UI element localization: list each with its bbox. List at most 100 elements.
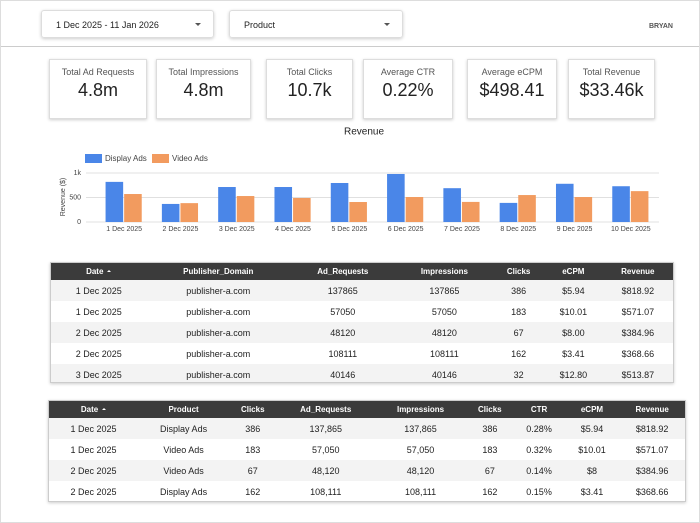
- table-cell: 386: [229, 418, 277, 439]
- table-cell: 386: [493, 280, 545, 301]
- column-header: CTR: [513, 401, 565, 418]
- legend-label: Video Ads: [172, 154, 208, 163]
- kpi-value: $33.46k: [579, 80, 644, 100]
- table-cell: $8.00: [544, 322, 603, 343]
- column-header: Product: [138, 401, 230, 418]
- bar: [218, 187, 236, 222]
- table-cell: 137865: [395, 280, 494, 301]
- column-header: Impressions: [395, 263, 494, 280]
- column-header: Publisher_Domain: [146, 263, 291, 280]
- table-cell: $818.92: [619, 418, 685, 439]
- header-text: Ad_Requests: [300, 405, 352, 414]
- table-cell: 48120: [290, 322, 396, 343]
- kpi-value: 0.22%: [382, 80, 434, 100]
- table-cell: 48,120: [374, 460, 467, 481]
- kpi-value: 10.7k: [287, 80, 332, 100]
- product-filter[interactable]: Product: [229, 10, 403, 38]
- table-product: Date Product Clicks Ad_Requests Impressions C…: [48, 400, 686, 502]
- column-header: Ad_Requests: [276, 401, 375, 418]
- y-tick-label: 500: [69, 194, 81, 201]
- kpi-label: Total Impressions: [168, 67, 239, 77]
- bar: [612, 186, 630, 222]
- column-header: Date: [49, 401, 139, 418]
- column-header: eCPM: [564, 401, 620, 418]
- table-cell: 183: [482, 444, 498, 455]
- table-cell: $3.41: [580, 486, 604, 497]
- table-publisher: Date Publisher_Domain Ad_Requests Impressio…: [50, 262, 674, 383]
- table-cell: 137865: [290, 280, 396, 301]
- table-cell: $571.07: [635, 444, 669, 455]
- table: Date Publisher_Domain Ad_Requests Impressio…: [51, 263, 673, 382]
- column-header: Impressions: [374, 401, 467, 418]
- table-row: 3 Dec 2025 publisher-a.com 40146 40146 32 $12…: [51, 364, 673, 382]
- table-cell: $12.80: [544, 364, 603, 382]
- table-cell: $384.96: [602, 322, 673, 343]
- header-text: Impressions: [420, 267, 468, 276]
- kpi-label: Average eCPM: [481, 67, 543, 77]
- table-cell: Video Ads: [163, 444, 204, 455]
- bar: [555, 183, 574, 222]
- table-cell: 67: [493, 322, 545, 343]
- column-header: Ad_Requests: [290, 263, 396, 280]
- table-cell: publisher-a.com: [146, 364, 291, 382]
- table-cell: $5.94: [564, 418, 620, 439]
- column-header: Clicks: [466, 401, 514, 418]
- bar: [518, 195, 536, 222]
- table-cell: 3 Dec 2025: [51, 364, 147, 382]
- table-row: 1 Dec 2025 Video Ads 183 57,050 57,050 183 0.3…: [49, 439, 685, 460]
- table-cell: $571.07: [621, 306, 655, 317]
- table-cell: 57050: [431, 306, 457, 317]
- kpi-label: Total Clicks: [286, 67, 333, 77]
- column-header: Clicks: [493, 263, 545, 280]
- table-cell: publisher-a.com: [186, 306, 251, 317]
- header-text: Revenue: [621, 267, 655, 276]
- table-cell: 32: [493, 364, 545, 382]
- table-row: 2 Dec 2025 Display Ads 162 108,111 108,111 16…: [49, 481, 685, 501]
- x-tick-label: 7 Dec 2025: [444, 226, 480, 233]
- table-cell: 108,111: [404, 486, 437, 497]
- table-cell: 57050: [330, 306, 356, 317]
- y-tick-label: 1k: [74, 170, 82, 177]
- bar: [405, 197, 424, 222]
- legend-label: Display Ads: [105, 154, 147, 163]
- header-text: Clicks: [240, 405, 265, 414]
- table-cell: 1 Dec 2025: [51, 280, 147, 301]
- x-tick-label: 4 Dec 2025: [275, 226, 311, 233]
- kpi-label: Average CTR: [380, 67, 436, 77]
- x-tick-label: 5 Dec 2025: [331, 226, 367, 233]
- logo: BRYAN: [649, 23, 673, 30]
- x-tick-label: 8 Dec 2025: [500, 226, 536, 233]
- bar: [274, 187, 293, 222]
- table-cell: $513.87: [602, 364, 673, 382]
- table-cell: 0.28%: [513, 418, 565, 439]
- bar: [443, 188, 461, 222]
- x-tick-label: 6 Dec 2025: [388, 226, 424, 233]
- table-cell: Display Ads: [138, 418, 230, 439]
- table-cell: publisher-a.com: [186, 348, 251, 359]
- x-tick-label: 1 Dec 2025: [106, 226, 142, 233]
- table-cell: 108111: [328, 348, 358, 359]
- table-cell: $5.94: [544, 280, 603, 301]
- table-cell: 40146: [290, 364, 396, 382]
- date-filter[interactable]: 1 Dec 2025 - 11 Jan 2026: [41, 10, 214, 38]
- table-row: 2 Dec 2025 Video Ads 67 48,120 48,120 67 0.14%…: [49, 460, 685, 481]
- bar: [461, 201, 480, 222]
- header-text: Impressions: [396, 405, 445, 414]
- legend-swatch: [152, 154, 169, 163]
- x-tick-label: 9 Dec 2025: [557, 226, 593, 233]
- table-cell: $8: [564, 460, 620, 481]
- x-tick-label: 10 Dec 2025: [611, 226, 651, 233]
- table-cell: 183: [245, 444, 261, 455]
- x-tick-label: 2 Dec 2025: [163, 226, 199, 233]
- table-cell: 2 Dec 2025: [75, 348, 122, 359]
- kpi-card: Total Revenue $33.46k: [568, 59, 655, 119]
- x-tick-label: 3 Dec 2025: [219, 226, 255, 233]
- table-cell: 0.14%: [513, 460, 565, 481]
- column-header: Revenue: [619, 401, 685, 418]
- kpi-card: Total Impressions 4.8m: [156, 59, 251, 119]
- table-cell: 386: [466, 418, 514, 439]
- table-cell: 108111: [430, 348, 459, 359]
- table-cell: $368.66: [621, 348, 655, 359]
- bar: [180, 203, 199, 222]
- header-text: CTR: [530, 405, 548, 414]
